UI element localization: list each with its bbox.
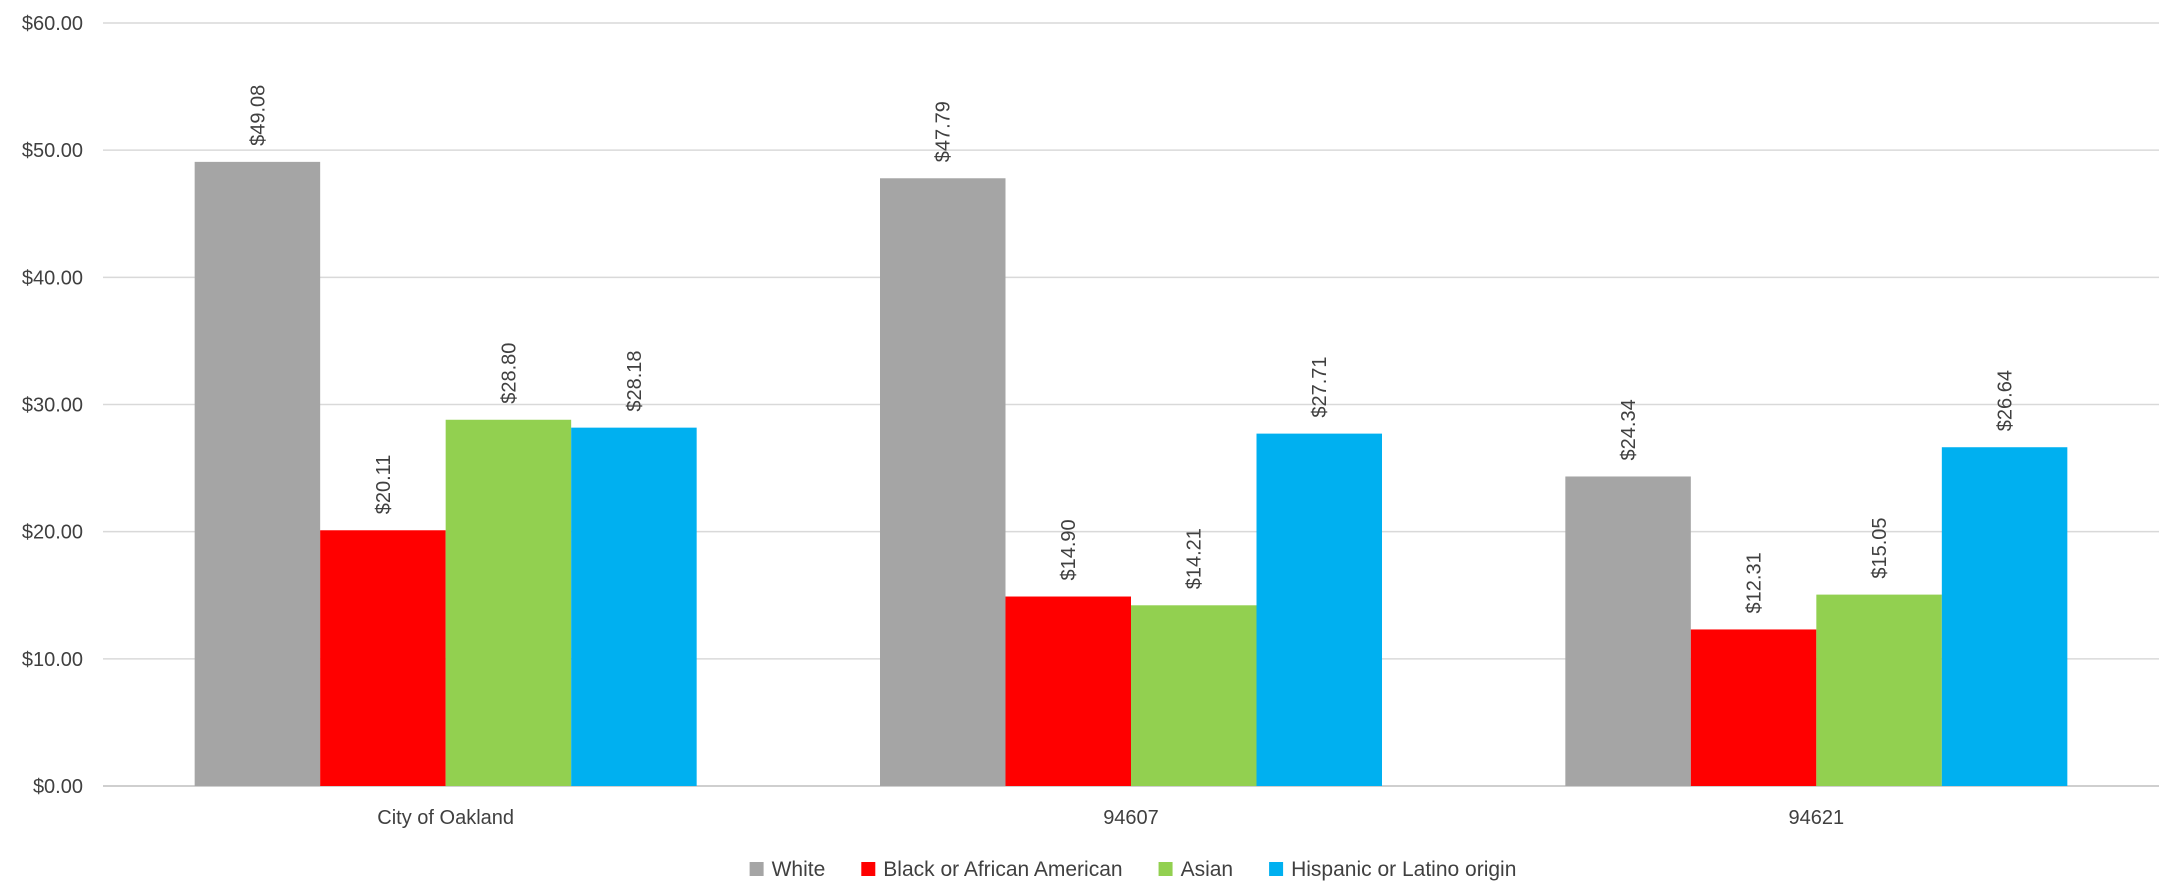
data-label: $28.18 [624, 350, 646, 411]
y-tick-label: $10.00 [22, 649, 83, 671]
data-label: $20.11 [373, 455, 395, 515]
y-tick-label: $20.00 [22, 522, 83, 544]
legend-label: Asian [1181, 858, 1234, 881]
data-label: $14.21 [1184, 528, 1206, 589]
legend: White Black or African American Asian Hispa… [749, 858, 1516, 881]
y-tick-label: $0.00 [33, 776, 83, 798]
legend-swatch [1269, 862, 1284, 876]
legend-swatch [749, 862, 764, 876]
bar [880, 178, 1006, 786]
legend-swatch [1158, 862, 1173, 876]
bar [445, 419, 572, 786]
y-tick-label: $40.00 [22, 267, 83, 289]
data-label: $49.08 [247, 85, 269, 146]
bar [320, 530, 446, 786]
legend-label: Hispanic or Latino origin [1291, 858, 1516, 881]
data-label: $15.05 [1869, 517, 1891, 578]
x-tick-label: 94607 [1103, 807, 1159, 829]
data-label: $47.79 [933, 101, 955, 162]
x-tick-label: 94621 [1789, 807, 1845, 829]
bar [1256, 433, 1382, 786]
bars [194, 161, 2068, 787]
x-axis: City of Oakland 94607 94621 [377, 807, 1844, 829]
bar [1690, 629, 1817, 786]
data-label: $27.71 [1309, 356, 1331, 417]
data-label: $24.34 [1618, 399, 1640, 460]
bar [1941, 447, 2068, 786]
bar [1005, 596, 1131, 786]
data-label: $14.90 [1058, 519, 1080, 580]
bar [1816, 594, 1942, 786]
y-tick-label: $30.00 [22, 395, 83, 417]
data-label: $28.80 [498, 343, 520, 404]
legend-label: White [772, 858, 826, 881]
bar [1565, 476, 1691, 786]
data-labels: $49.08 $20.11 $28.80 $28.18 $47.79 $14.90 $14.… [247, 85, 2016, 614]
bar [194, 161, 321, 787]
legend-item: White [749, 858, 826, 881]
y-axis: $0.00 $10.00 $20.00 $30.00 $40.00 $50.00 $60.0… [22, 13, 83, 798]
data-label: $12.31 [1744, 552, 1766, 613]
data-label: $26.64 [1995, 370, 2017, 431]
legend-item: Black or African American [861, 858, 1123, 881]
legend-label: Black or African American [883, 858, 1122, 881]
bar [1131, 605, 1257, 786]
x-tick-label: City of Oakland [377, 807, 514, 829]
bar [571, 427, 697, 786]
legend-item: Asian [1158, 858, 1234, 881]
y-tick-label: $50.00 [22, 140, 83, 162]
y-tick-label: $60.00 [22, 13, 83, 35]
legend-item: Hispanic or Latino origin [1269, 858, 1516, 881]
legend-swatch [861, 862, 876, 876]
